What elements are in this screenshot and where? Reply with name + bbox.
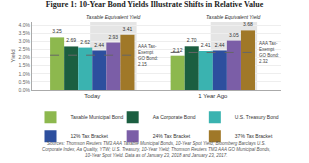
svg-text:2.12: 2.12 xyxy=(173,47,183,53)
svg-text:1.0%: 1.0% xyxy=(19,71,31,77)
svg-text:2.44: 2.44 xyxy=(215,42,225,48)
svg-text:2.0%: 2.0% xyxy=(19,54,31,60)
svg-text:2.93: 2.93 xyxy=(108,34,118,40)
svg-text:AAA Tax-ExemptGO Bond:2.32: AAA Tax-ExemptGO Bond:2.32 xyxy=(259,41,279,64)
svg-text:3.05: 3.05 xyxy=(229,32,239,38)
svg-text:0.5%: 0.5% xyxy=(19,79,31,85)
svg-text:1.5%: 1.5% xyxy=(19,62,31,68)
svg-text:Today: Today xyxy=(84,93,100,99)
svg-text:AAA Tax-ExemptGO Bond:2.15: AAA Tax-ExemptGO Bond:2.15 xyxy=(138,44,158,67)
svg-text:2.69: 2.69 xyxy=(66,37,76,43)
svg-text:3.68: 3.68 xyxy=(243,21,253,27)
svg-text:2.62: 2.62 xyxy=(80,39,90,45)
svg-text:Aa Corporate Bond: Aa Corporate Bond xyxy=(153,114,196,120)
svg-text:3.5%: 3.5% xyxy=(19,30,31,36)
svg-text:4.0%: 4.0% xyxy=(19,22,31,28)
svg-text:12% Tax Bracket: 12% Tax Bracket xyxy=(71,133,109,139)
svg-text:Sources: Thomson Reuters TM3 A: Sources: Thomson Reuters TM3 AAA Taxable… xyxy=(42,141,271,158)
svg-text:2.44: 2.44 xyxy=(94,42,104,48)
svg-text:24% Tax Bracket: 24% Tax Bracket xyxy=(153,133,191,139)
svg-text:Taxable Equivalent Yield: Taxable Equivalent Yield xyxy=(86,14,141,20)
svg-text:2.41: 2.41 xyxy=(201,42,211,48)
svg-text:Figure 1: 10-Year Bond Yields: Figure 1: 10-Year Bond Yields Illustrate… xyxy=(46,0,264,9)
svg-text:3.41: 3.41 xyxy=(122,26,132,32)
svg-text:3.25: 3.25 xyxy=(52,28,62,34)
svg-text:37% Tax Bracket: 37% Tax Bracket xyxy=(235,133,273,139)
svg-text:3.0%: 3.0% xyxy=(19,38,31,44)
svg-text:Taxable Equivalent Yield: Taxable Equivalent Yield xyxy=(206,14,261,20)
svg-text:Yield: Yield xyxy=(10,49,16,62)
svg-text:1 Year Ago: 1 Year Ago xyxy=(198,93,228,99)
svg-text:U.S. Treasury Bond: U.S. Treasury Bond xyxy=(235,114,279,120)
svg-text:2.70: 2.70 xyxy=(187,37,197,43)
svg-text:Taxable Municipal Bond: Taxable Municipal Bond xyxy=(71,114,124,120)
svg-text:2.5%: 2.5% xyxy=(19,46,31,52)
svg-text:0.0%: 0.0% xyxy=(19,87,31,93)
